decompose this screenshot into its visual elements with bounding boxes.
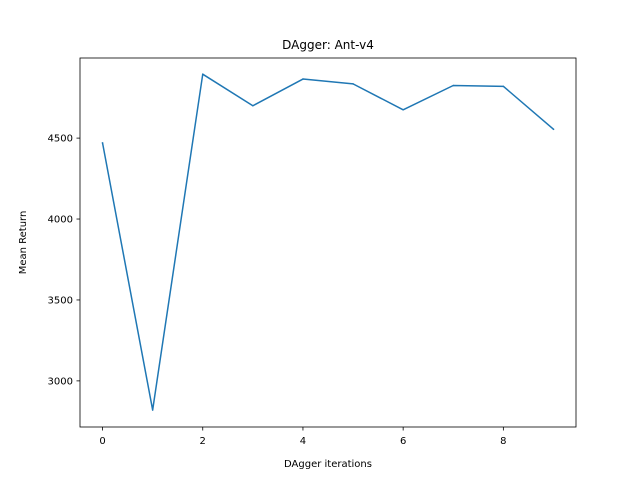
y-tick-label: 3500	[48, 296, 73, 307]
data-point	[553, 128, 555, 130]
y-tick-label: 4000	[48, 215, 73, 226]
x-tick-label: 6	[400, 436, 406, 447]
x-tick-label: 8	[500, 436, 506, 447]
x-tick-label: 4	[300, 436, 306, 447]
y-axis-label: Mean Return	[18, 211, 29, 275]
data-point	[352, 83, 354, 85]
data-point	[102, 142, 104, 144]
y-tick-label: 4500	[48, 134, 73, 145]
x-tick-label: 0	[99, 436, 105, 447]
y-tick-label: 3000	[48, 376, 73, 387]
x-tick-label: 2	[200, 436, 206, 447]
chart-title: DAgger: Ant-v4	[282, 38, 374, 52]
data-point	[302, 78, 304, 80]
data-point	[152, 409, 154, 411]
x-axis-label: DAgger iterations	[284, 459, 372, 470]
data-point	[202, 73, 204, 75]
data-point	[453, 85, 455, 87]
data-point	[503, 86, 505, 88]
data-point	[402, 109, 404, 111]
data-point	[252, 105, 254, 107]
